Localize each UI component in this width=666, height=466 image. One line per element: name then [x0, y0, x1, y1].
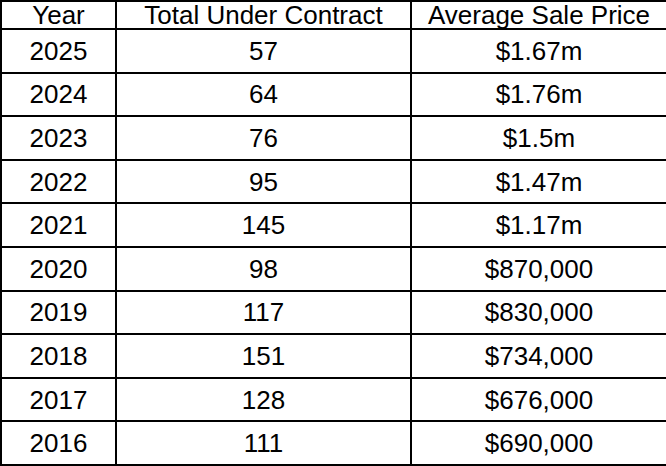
- average-sale-price-cell: $1.76m: [411, 73, 666, 117]
- year-cell: 2021: [1, 203, 116, 247]
- total-under-contract-cell: 117: [116, 291, 411, 335]
- average-sale-price-cell: $676,000: [411, 378, 666, 422]
- total-under-contract-cell: 111: [116, 421, 411, 465]
- header-row: Year Total Under Contract Average Sale P…: [1, 1, 666, 29]
- table-row: 2016111$690,000: [1, 421, 666, 465]
- year-cell: 2020: [1, 247, 116, 291]
- table-row: 202295$1.47m: [1, 160, 666, 204]
- table-row: 2017128$676,000: [1, 378, 666, 422]
- table-row: 202098$870,000: [1, 247, 666, 291]
- header-total-under-contract: Total Under Contract: [116, 1, 411, 29]
- table-row: 202376$1.5m: [1, 116, 666, 160]
- average-sale-price-cell: $1.17m: [411, 203, 666, 247]
- table-row: 2019117$830,000: [1, 291, 666, 335]
- table-row: 202557$1.67m: [1, 29, 666, 73]
- year-cell: 2019: [1, 291, 116, 335]
- average-sale-price-cell: $830,000: [411, 291, 666, 335]
- total-under-contract-cell: 64: [116, 73, 411, 117]
- average-sale-price-cell: $1.5m: [411, 116, 666, 160]
- table-body: 202557$1.67m202464$1.76m202376$1.5m20229…: [1, 29, 666, 465]
- year-cell: 2022: [1, 160, 116, 204]
- year-cell: 2018: [1, 334, 116, 378]
- sales-data-table: Year Total Under Contract Average Sale P…: [0, 0, 666, 466]
- year-cell: 2023: [1, 116, 116, 160]
- table-row: 2021145$1.17m: [1, 203, 666, 247]
- year-cell: 2016: [1, 421, 116, 465]
- average-sale-price-cell: $1.67m: [411, 29, 666, 73]
- total-under-contract-cell: 57: [116, 29, 411, 73]
- average-sale-price-cell: $734,000: [411, 334, 666, 378]
- year-cell: 2017: [1, 378, 116, 422]
- total-under-contract-cell: 98: [116, 247, 411, 291]
- average-sale-price-cell: $870,000: [411, 247, 666, 291]
- year-cell: 2025: [1, 29, 116, 73]
- total-under-contract-cell: 145: [116, 203, 411, 247]
- table-row: 2018151$734,000: [1, 334, 666, 378]
- total-under-contract-cell: 95: [116, 160, 411, 204]
- total-under-contract-cell: 151: [116, 334, 411, 378]
- header-year: Year: [1, 1, 116, 29]
- header-average-sale-price: Average Sale Price: [411, 1, 666, 29]
- table-container: Year Total Under Contract Average Sale P…: [0, 0, 666, 466]
- total-under-contract-cell: 128: [116, 378, 411, 422]
- average-sale-price-cell: $690,000: [411, 421, 666, 465]
- total-under-contract-cell: 76: [116, 116, 411, 160]
- average-sale-price-cell: $1.47m: [411, 160, 666, 204]
- table-row: 202464$1.76m: [1, 73, 666, 117]
- year-cell: 2024: [1, 73, 116, 117]
